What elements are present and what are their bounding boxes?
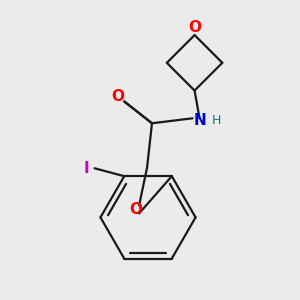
Text: I: I — [84, 161, 89, 176]
Text: N: N — [193, 113, 206, 128]
Text: O: O — [130, 202, 142, 217]
Text: O: O — [111, 89, 124, 104]
Text: H: H — [212, 114, 221, 127]
Text: O: O — [188, 20, 201, 34]
